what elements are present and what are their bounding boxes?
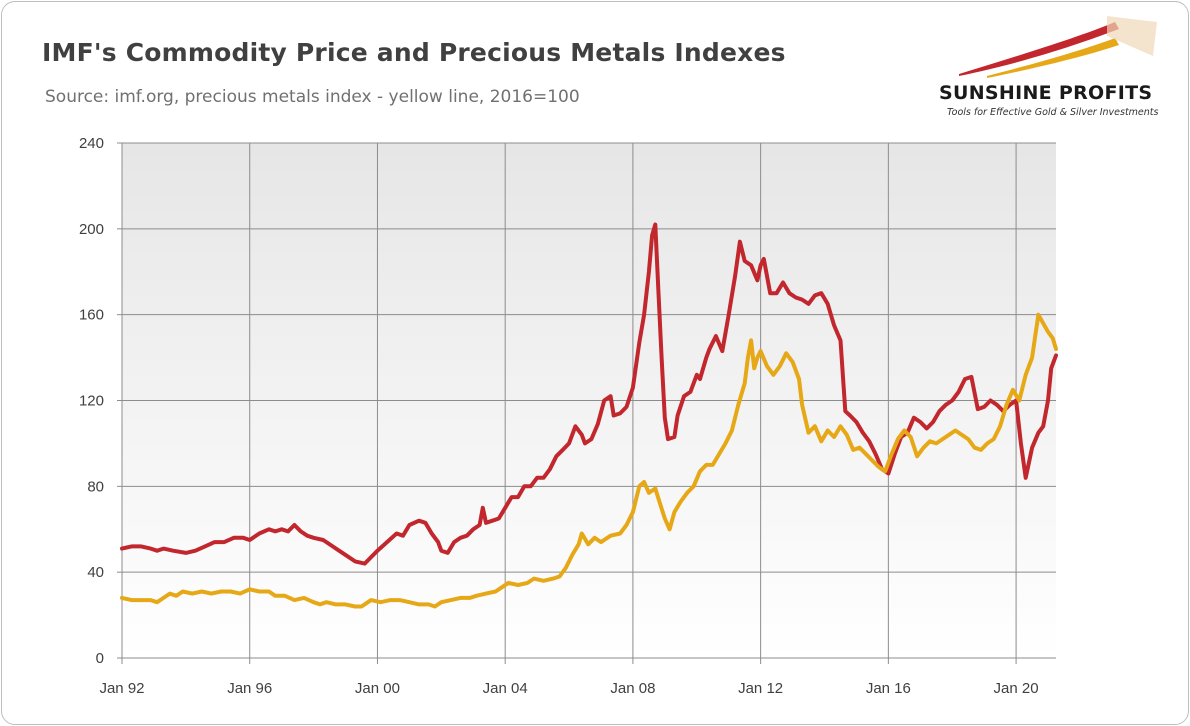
x-tick-label-4: Jan 08 xyxy=(610,680,655,697)
y-tick-label-2: 80 xyxy=(87,478,104,495)
logo-tagline: Tools for Effective Gold & Silver Invest… xyxy=(947,107,1159,118)
sunshine-profits-logo: SUNSHINE PROFITS Tools for Effective Gol… xyxy=(927,16,1182,126)
tick-labels: 0 40 80 120 160 200 240 Jan 92 Jan 96 Jan 00 Jan 0… xyxy=(79,135,1039,697)
chart-subtitle: Source: imf.org, precious metals index -… xyxy=(45,87,580,107)
x-tick-label-5: Jan 12 xyxy=(738,680,783,697)
series-lines xyxy=(120,222,1058,609)
x-tick-label-6: Jan 16 xyxy=(866,680,911,697)
x-tick-label-3: Jan 04 xyxy=(483,680,528,697)
x-tick-label-2: Jan 00 xyxy=(355,680,400,697)
y-tick-label-6: 240 xyxy=(79,135,104,152)
y-tick-label-4: 160 xyxy=(79,307,104,324)
x-tick-label-7: Jan 20 xyxy=(994,680,1039,697)
axes xyxy=(117,142,1056,664)
logo-name: SUNSHINE PROFITS xyxy=(939,82,1153,104)
y-tick-label-5: 200 xyxy=(79,221,104,238)
logo-swoosh-red xyxy=(959,22,1119,76)
chart-title: IMF's Commodity Price and Precious Metal… xyxy=(42,38,786,67)
y-tick-label-0: 0 xyxy=(96,650,104,667)
x-tick-label-1: Jan 96 xyxy=(227,680,272,697)
x-tick-label-0: Jan 92 xyxy=(99,680,144,697)
logo-flare xyxy=(1107,16,1157,56)
logo-swoosh-icon xyxy=(959,16,1157,78)
commodity-price-index-line xyxy=(120,222,1058,566)
y-tick-label-3: 120 xyxy=(79,393,104,410)
precious-metals-index-line xyxy=(120,312,1058,609)
y-tick-label-1: 40 xyxy=(87,564,104,581)
logo-swoosh-gold xyxy=(987,38,1119,78)
